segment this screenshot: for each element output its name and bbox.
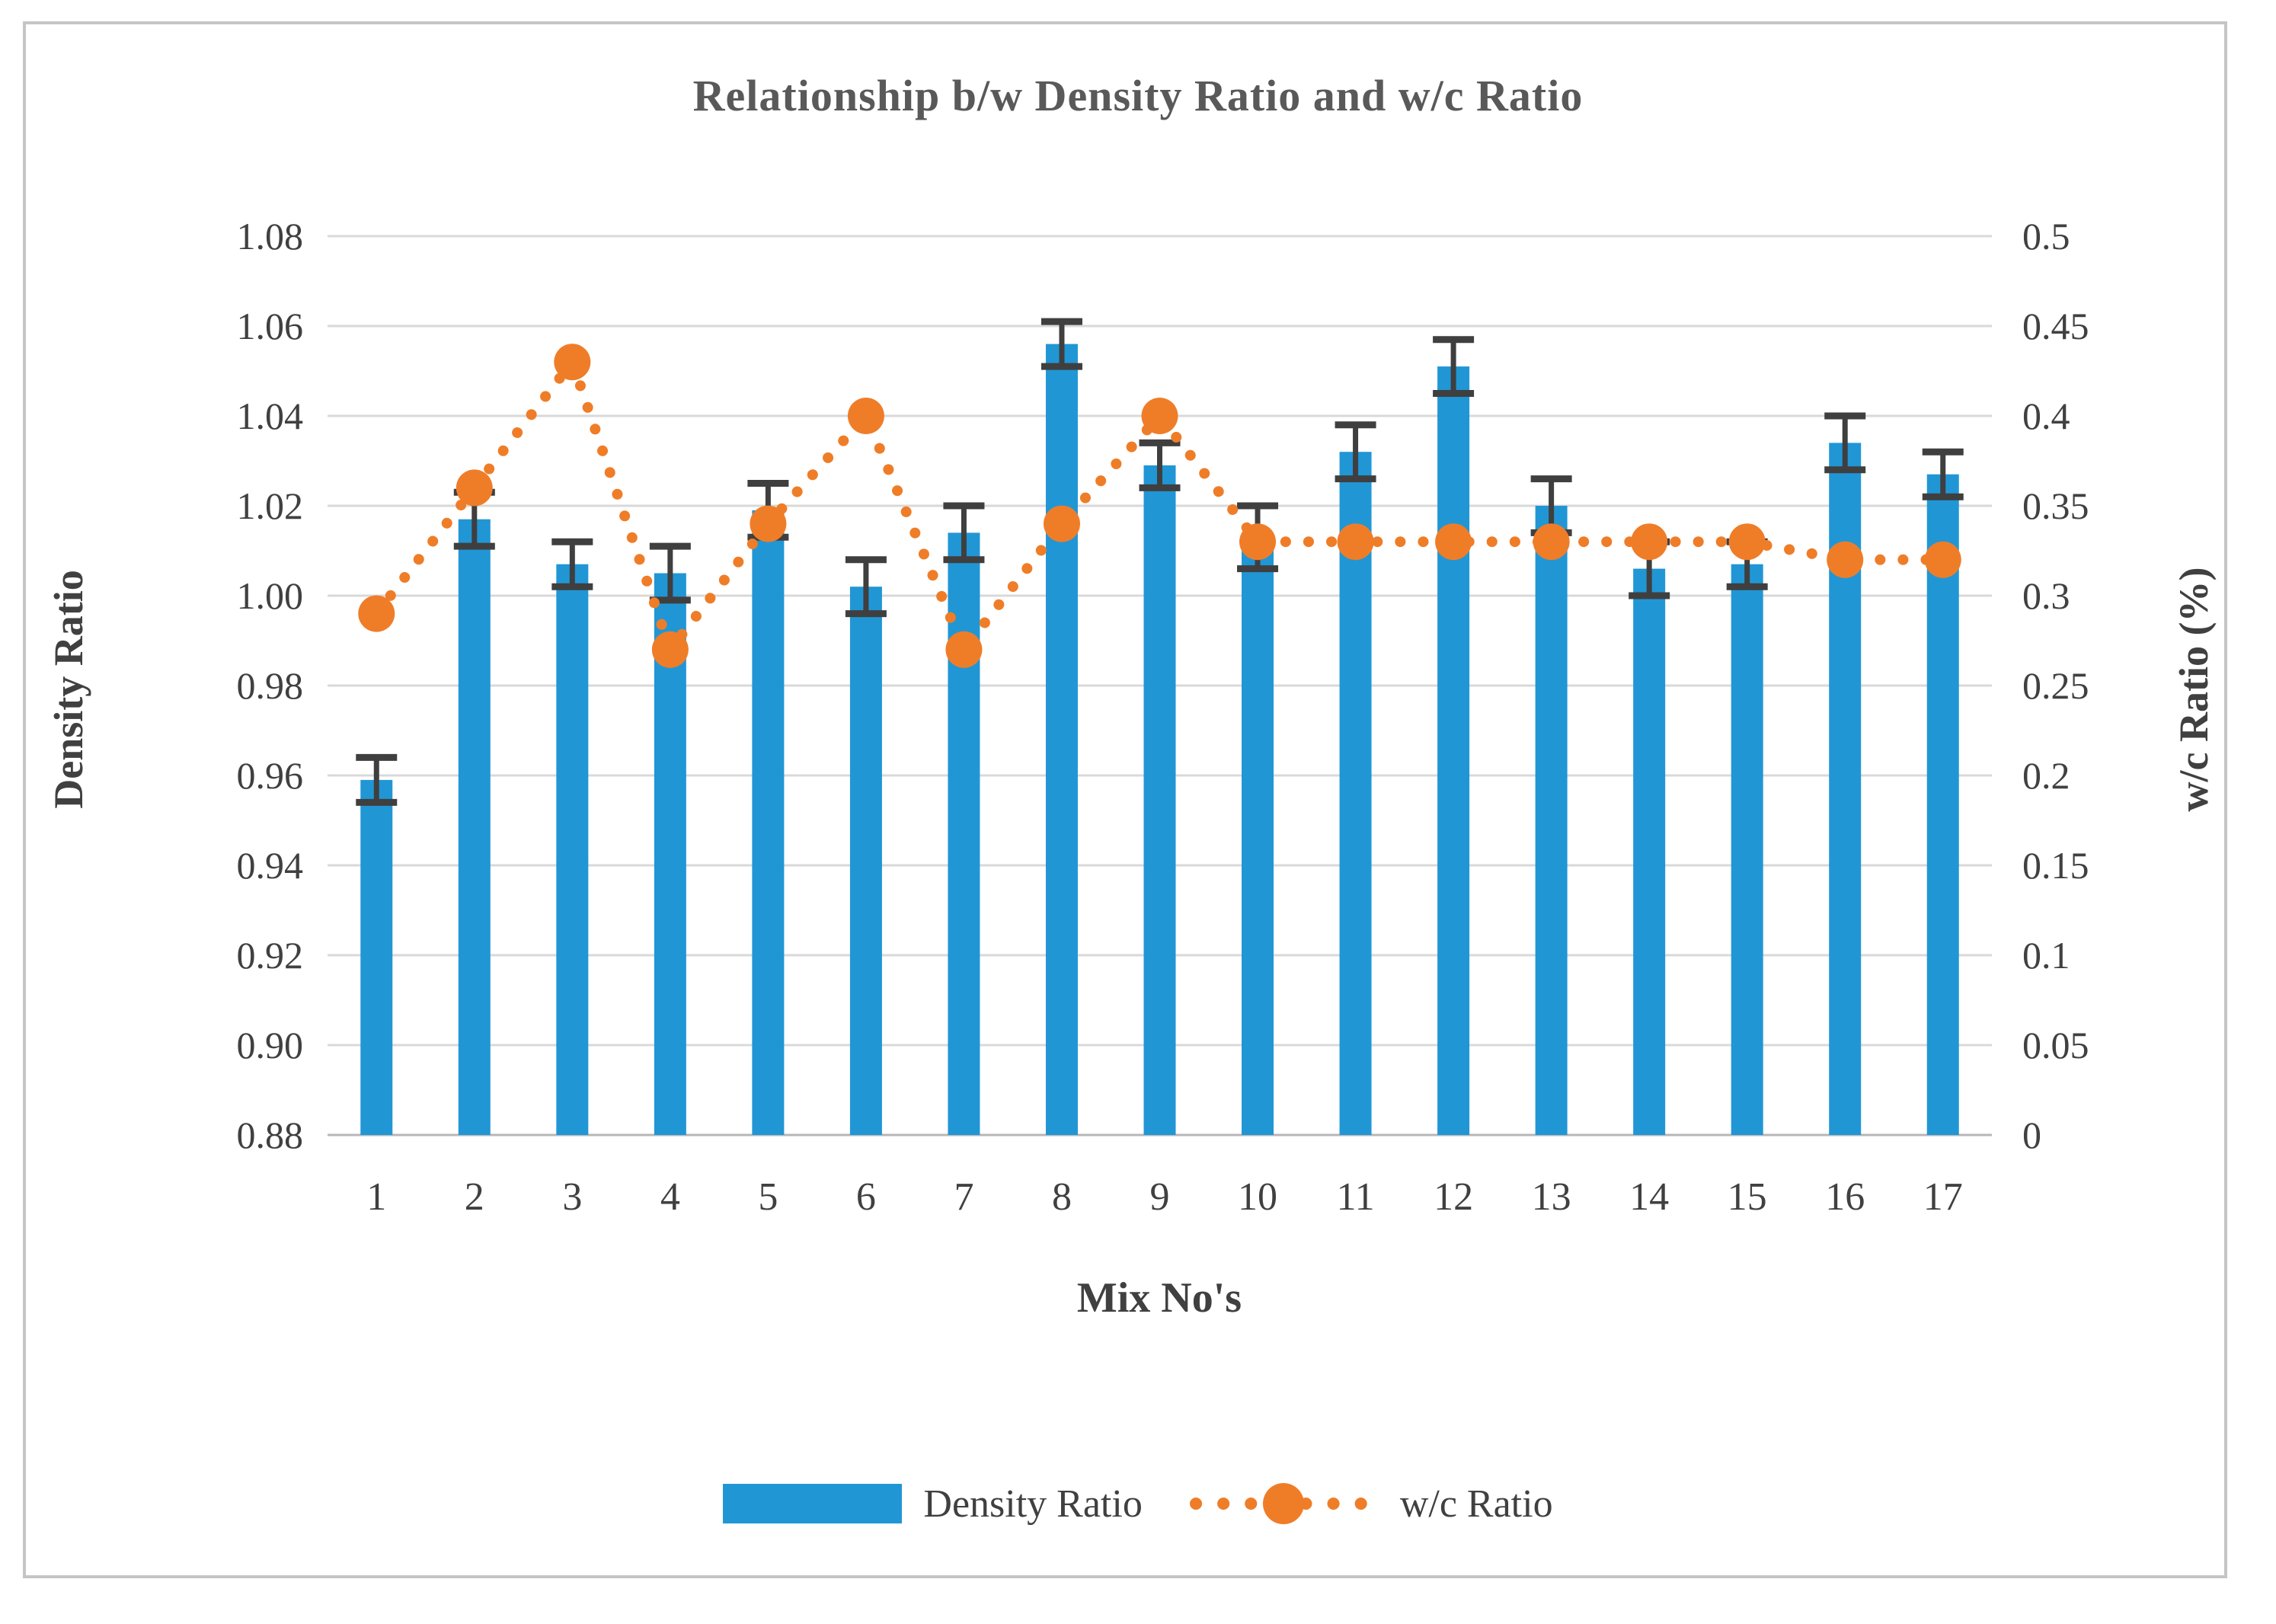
density-ratio-bar bbox=[1045, 344, 1078, 1136]
right-axis-tick-label: 0.45 bbox=[2022, 305, 2089, 347]
right-axis-tick-label: 0.15 bbox=[2022, 844, 2089, 887]
x-axis-tick-label: 5 bbox=[758, 1175, 778, 1219]
left-axis-tick-label: 0.94 bbox=[237, 844, 304, 887]
right-axis-title: w/c Ratio (%) bbox=[2171, 567, 2217, 812]
wc-ratio-marker bbox=[1827, 541, 1864, 578]
density-ratio-bar bbox=[1633, 568, 1666, 1135]
density-ratio-bar bbox=[752, 510, 785, 1135]
density-ratio-swatch bbox=[723, 1484, 903, 1523]
x-axis-title: Mix No's bbox=[1076, 1274, 1242, 1322]
legend-entry-density-ratio: Density Ratio bbox=[723, 1482, 1143, 1526]
right-axis-tick-label: 0.1 bbox=[2022, 934, 2070, 977]
density-ratio-bar bbox=[849, 587, 882, 1135]
chart-legend: Density Ratio w/c Ratio bbox=[0, 1479, 2276, 1528]
legend-label-wc-ratio: w/c Ratio bbox=[1399, 1482, 1553, 1526]
x-axis-tick-label: 13 bbox=[1532, 1175, 1571, 1219]
left-axis-tick-label: 0.90 bbox=[237, 1024, 304, 1066]
density-ratio-bar bbox=[556, 564, 589, 1135]
wc-ratio-marker bbox=[1924, 541, 1961, 578]
wc-ratio-marker bbox=[1239, 523, 1277, 561]
right-axis-tick-label: 0.4 bbox=[2022, 395, 2070, 437]
x-axis-tick-label: 7 bbox=[954, 1175, 973, 1219]
wc-ratio-marker bbox=[554, 344, 591, 381]
x-axis-tick-label: 10 bbox=[1238, 1175, 1277, 1219]
x-axis-tick-label: 6 bbox=[856, 1175, 876, 1219]
wc-ratio-marker bbox=[1435, 523, 1472, 561]
left-axis-tick-label: 1.04 bbox=[237, 395, 304, 437]
left-axis-title: Density Ratio bbox=[46, 570, 91, 809]
x-axis-tick-label: 16 bbox=[1825, 1175, 1865, 1219]
right-axis-tick-label: 0.3 bbox=[2022, 574, 2070, 617]
x-axis-tick-label: 15 bbox=[1728, 1175, 1767, 1219]
wc-ratio-line-sample bbox=[1189, 1483, 1377, 1524]
x-axis-tick-label: 3 bbox=[562, 1175, 582, 1219]
right-axis-tick-label: 0.5 bbox=[2022, 215, 2070, 257]
legend-label-density-ratio: Density Ratio bbox=[923, 1482, 1143, 1526]
legend-entry-wc-ratio: w/c Ratio bbox=[1188, 1479, 1553, 1528]
wc-ratio-marker bbox=[1141, 398, 1178, 434]
density-ratio-bar bbox=[1926, 474, 1959, 1135]
right-axis-tick-label: 0.35 bbox=[2022, 484, 2089, 527]
left-axis-tick-label: 1.08 bbox=[237, 215, 304, 257]
density-ratio-bar bbox=[948, 532, 980, 1135]
x-axis-tick-label: 2 bbox=[465, 1175, 484, 1219]
density-ratio-bar bbox=[1143, 465, 1176, 1135]
right-axis-tick-label: 0 bbox=[2022, 1114, 2041, 1156]
wc-ratio-marker bbox=[1043, 505, 1080, 542]
wc-ratio-marker bbox=[358, 595, 395, 632]
x-axis-tick-label: 1 bbox=[366, 1175, 386, 1219]
left-axis-tick-label: 0.88 bbox=[237, 1114, 304, 1156]
density-ratio-bar bbox=[1731, 564, 1763, 1135]
x-axis-tick-label: 11 bbox=[1337, 1175, 1375, 1219]
density-ratio-bar bbox=[1339, 452, 1372, 1135]
x-axis-tick-label: 12 bbox=[1434, 1175, 1473, 1219]
right-axis-tick-label: 0.05 bbox=[2022, 1024, 2089, 1066]
wc-ratio-marker bbox=[1631, 523, 1668, 561]
right-axis-tick-label: 0.25 bbox=[2022, 664, 2089, 707]
wc-ratio-marker bbox=[1533, 523, 1570, 561]
x-axis-tick-label: 14 bbox=[1629, 1175, 1669, 1219]
wc-ratio-marker bbox=[651, 631, 689, 668]
wc-legend-marker bbox=[1262, 1483, 1304, 1524]
density-ratio-bar bbox=[458, 519, 491, 1135]
density-ratio-bar bbox=[1242, 537, 1274, 1135]
wc-ratio-marker bbox=[456, 469, 493, 507]
wc-ratio-marker bbox=[945, 631, 983, 668]
x-axis-tick-label: 9 bbox=[1150, 1175, 1170, 1219]
x-axis-tick-label: 4 bbox=[660, 1175, 680, 1219]
x-axis-tick-label: 17 bbox=[1923, 1175, 1963, 1219]
wc-ratio-marker bbox=[750, 505, 787, 542]
density-ratio-bar bbox=[1437, 366, 1470, 1136]
right-axis-tick-label: 0.2 bbox=[2022, 754, 2070, 797]
wc-ratio-marker bbox=[1728, 523, 1766, 561]
left-axis-tick-label: 1.02 bbox=[237, 484, 304, 527]
left-axis-tick-label: 0.96 bbox=[237, 754, 304, 797]
wc-ratio-marker bbox=[847, 398, 884, 434]
density-ratio-bar bbox=[360, 779, 393, 1135]
x-axis-tick-label: 8 bbox=[1052, 1175, 1072, 1219]
left-axis-tick-label: 1.00 bbox=[237, 574, 304, 617]
wc-ratio-marker bbox=[1337, 523, 1374, 561]
left-axis-tick-label: 1.06 bbox=[237, 305, 304, 347]
density-ratio-bar bbox=[1535, 506, 1568, 1135]
chart-title: Relationship b/w Density Ratio and w/c R… bbox=[692, 71, 1584, 120]
left-axis-tick-label: 0.92 bbox=[237, 934, 304, 977]
left-axis-tick-label: 0.98 bbox=[237, 664, 304, 707]
